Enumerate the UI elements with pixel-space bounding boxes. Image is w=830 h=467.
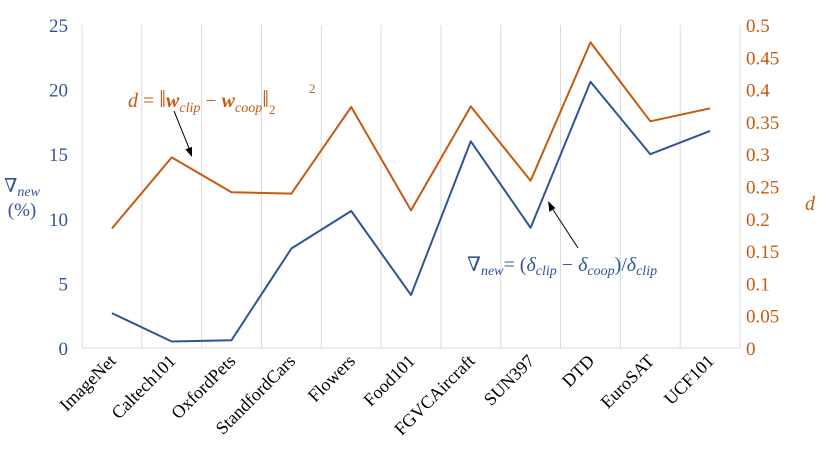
nabla-formula-arrow [549, 204, 579, 249]
right-tick-label: 0.15 [746, 242, 779, 263]
left-axis-unit: (%) [8, 200, 36, 221]
d-formula-arrowhead [185, 146, 192, 157]
nabla-formula-annotation: ∇new= (δclip − δcoop)/δclip [467, 254, 657, 279]
right-tick-label: 0.3 [746, 145, 770, 166]
right-tick-label: 0.35 [746, 113, 779, 134]
left-tick-label: 0 [59, 339, 69, 360]
left-axis-ticks: 0 5 10 15 20 25 [49, 16, 68, 360]
x-tick-label: UCF101 [660, 351, 718, 409]
right-tick-label: 0.25 [746, 178, 779, 199]
series-lines [111, 41, 711, 343]
x-tick-label: SUN397 [480, 351, 539, 410]
left-axis-title: ∇new [4, 176, 40, 200]
left-tick-label: 5 [59, 274, 69, 295]
x-axis-ticks: ImageNetCaltech101OxfordPetsStandfordCar… [55, 351, 718, 439]
nabla-new-series-line [111, 80, 711, 343]
right-tick-label: 0.2 [746, 210, 770, 231]
x-tick-label: DTD [558, 351, 598, 391]
left-tick-label: 20 [49, 81, 68, 102]
left-tick-label: 10 [49, 210, 68, 231]
left-tick-label: 25 [49, 16, 68, 37]
d-formula-superscript: 2 [309, 81, 316, 96]
right-tick-label: 0.5 [746, 16, 770, 37]
right-tick-label: 0.45 [746, 48, 779, 69]
nabla-formula-arrowhead [548, 201, 556, 212]
x-tick-label: Flowers [304, 351, 359, 406]
right-tick-label: 0.05 [746, 307, 779, 328]
grid-lines [81, 25, 741, 349]
right-tick-label: 0 [746, 339, 756, 360]
d-formula-annotation: d = ‖wclip − wcoop‖2 [128, 87, 275, 117]
right-axis-ticks: 0 0.05 0.1 0.15 0.2 0.25 0.3 0.35 0.4 0.45 0.5 [746, 16, 779, 360]
right-tick-label: 0.1 [746, 274, 770, 295]
right-axis-title: d [805, 193, 816, 215]
right-tick-label: 0.4 [746, 81, 770, 102]
left-tick-label: 15 [49, 145, 68, 166]
d-formula-arrow [173, 110, 192, 154]
x-tick-label: Caltech101 [107, 351, 179, 423]
x-tick-label: Food101 [359, 351, 418, 410]
x-tick-label: EuroSAT [597, 351, 659, 413]
d-series-line [111, 41, 711, 230]
